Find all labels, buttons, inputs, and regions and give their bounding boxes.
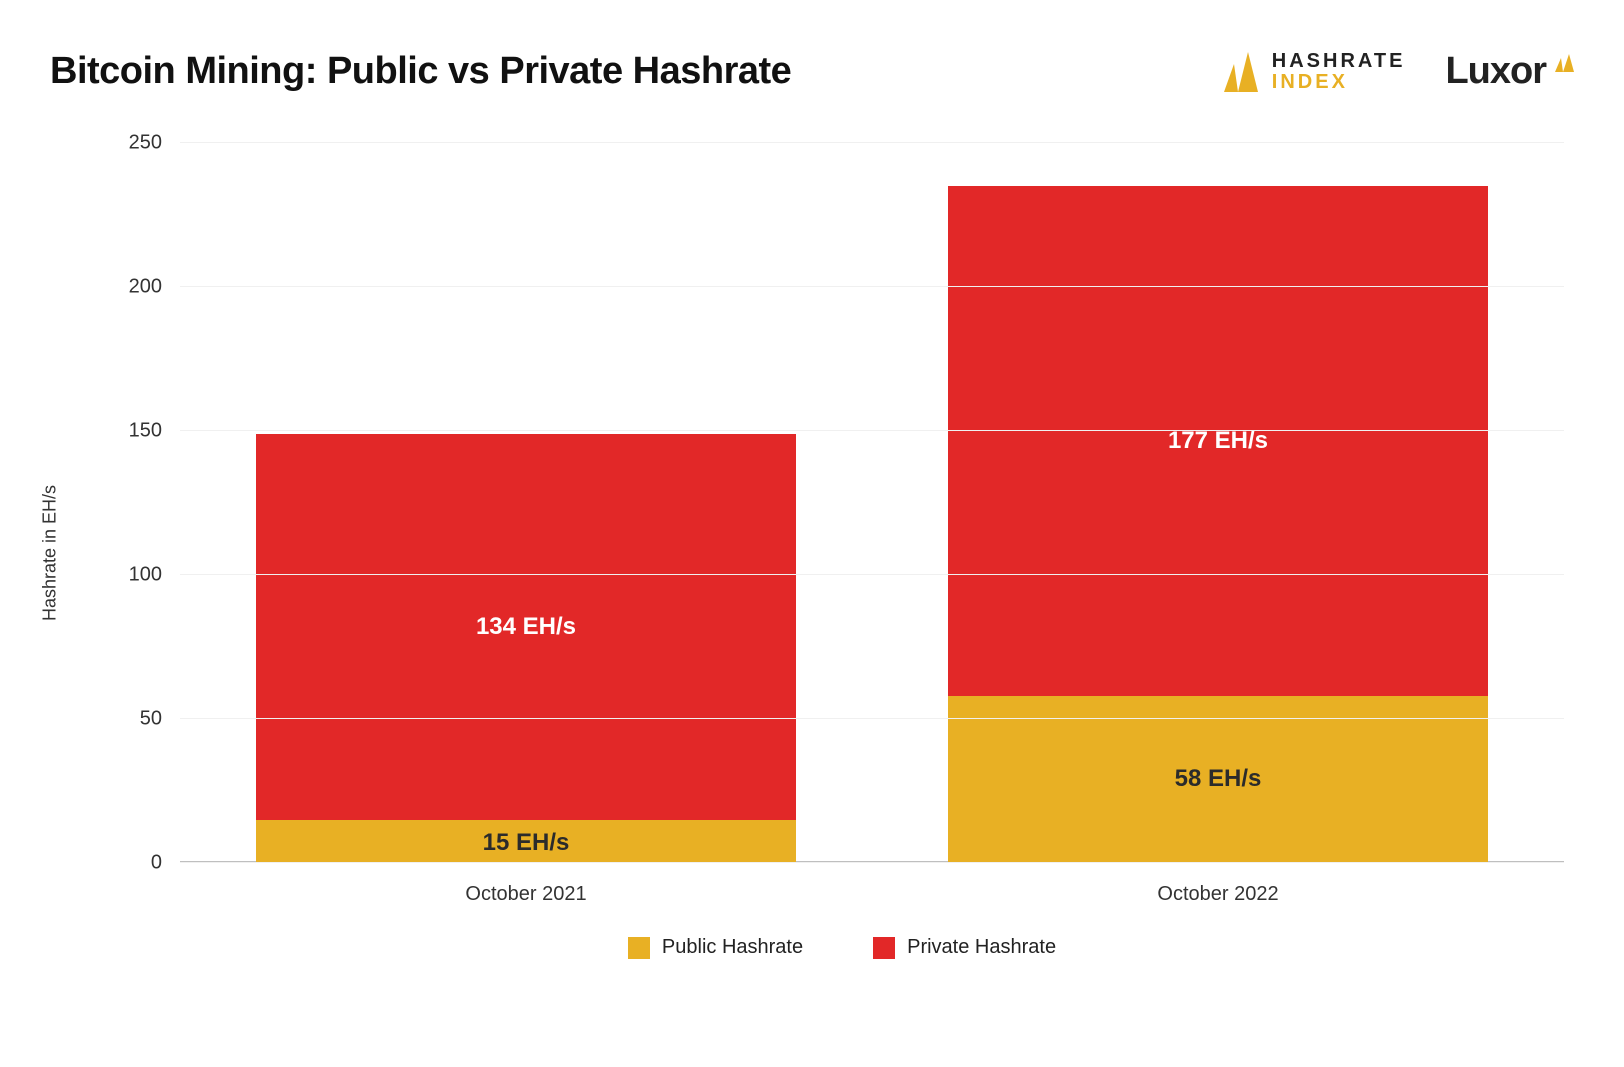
chart-area: Hashrate in EH/s 15 EH/s134 EH/s58 EH/s1… [40,143,1584,963]
legend-swatch [628,937,650,959]
y-tick-label: 0 [151,852,180,875]
bar-value-label: 177 EH/s [1168,427,1268,455]
x-axis-labels: October 2021October 2022 [180,883,1564,906]
chart-title: Bitcoin Mining: Public vs Private Hashra… [50,50,791,93]
y-axis-label: Hashrate in EH/s [40,485,61,621]
stacked-bar: 58 EH/s 177 EH/s [948,143,1488,863]
chart-header: Bitcoin Mining: Public vs Private Hashra… [40,50,1584,93]
plot-area: 15 EH/s134 EH/s58 EH/s177 EH/s 050100150… [180,143,1564,863]
legend-swatch [873,937,895,959]
bar-segment: 177 EH/s [948,186,1488,696]
bar-segment: 134 EH/s [256,434,796,820]
bar-slot: 58 EH/s 177 EH/s [872,143,1564,863]
bar-slot: 15 EH/s 134 EH/s [180,143,872,863]
legend-item: Public Hashrate [628,936,803,959]
grid-line [180,862,1564,863]
luxor-icon [1552,54,1574,72]
bar-segment: 58 EH/s [948,696,1488,863]
bars-container: 15 EH/s 134 EH/s 58 EH/s 177 EH/s [180,143,1564,863]
x-tick-label: October 2022 [872,883,1564,906]
bar-segment: 15 EH/s [256,820,796,863]
hashrate-index-line1: HASHRATE [1272,51,1406,72]
luxor-text: Luxor [1445,50,1546,93]
hashrate-index-logo: HASHRATE INDEX [1214,51,1406,93]
luxor-logo: Luxor [1445,50,1574,93]
bar-value-label: 15 EH/s [483,829,570,857]
legend-label: Public Hashrate [662,936,803,959]
stacked-bar: 15 EH/s 134 EH/s [256,143,796,863]
grid-line [180,718,1564,719]
y-tick-label: 200 [129,276,180,299]
y-tick-label: 50 [140,708,180,731]
grid-line [180,286,1564,287]
y-tick-label: 100 [129,564,180,587]
legend-label: Private Hashrate [907,936,1056,959]
logo-group: HASHRATE INDEX Luxor [1214,50,1574,93]
bar-value-label: 58 EH/s [1175,765,1262,793]
hashrate-index-text: HASHRATE INDEX [1272,51,1406,93]
grid-line [180,142,1564,143]
grid-line [180,430,1564,431]
y-tick-label: 250 [129,132,180,155]
x-tick-label: October 2021 [180,883,872,906]
bar-value-label: 134 EH/s [476,613,576,641]
hashrate-index-line2: INDEX [1272,72,1406,93]
legend-item: Private Hashrate [873,936,1056,959]
y-tick-label: 150 [129,420,180,443]
grid-line [180,574,1564,575]
chart-legend: Public Hashrate Private Hashrate [120,936,1564,959]
hashrate-index-icon [1214,52,1258,92]
